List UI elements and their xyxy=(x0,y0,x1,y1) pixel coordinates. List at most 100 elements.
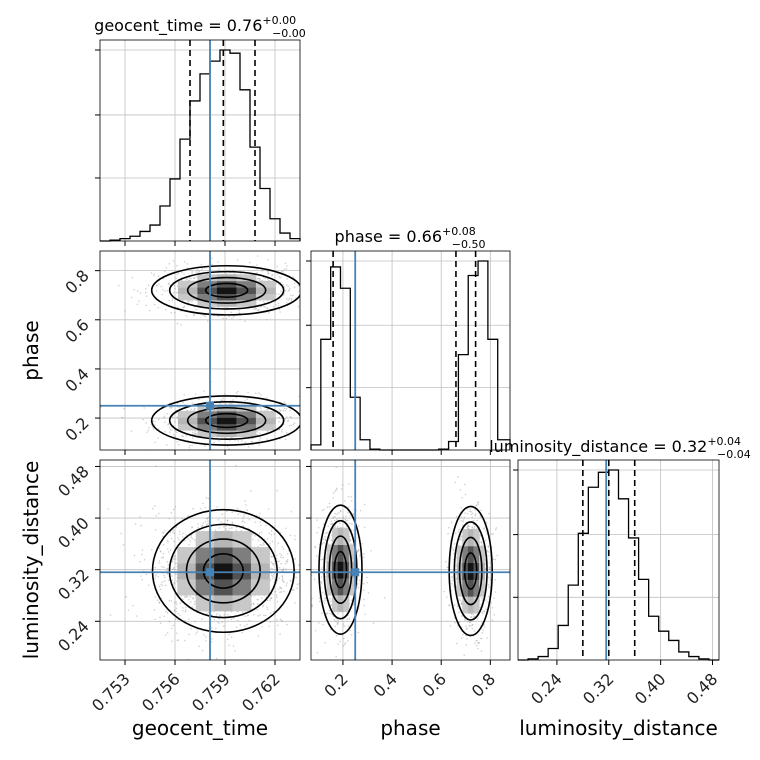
sample-point xyxy=(292,276,295,279)
sample-point xyxy=(133,289,135,291)
sample-point xyxy=(285,284,288,286)
sample-point xyxy=(294,601,296,604)
sample-point xyxy=(491,606,494,609)
sample-point xyxy=(282,283,285,286)
density-bin xyxy=(236,299,257,307)
sample-point xyxy=(162,531,164,533)
sample-point xyxy=(324,443,326,445)
sample-point xyxy=(147,429,150,432)
sample-point xyxy=(278,566,281,569)
sample-point xyxy=(323,593,326,595)
sample-point xyxy=(202,502,204,505)
sample-point xyxy=(466,620,469,623)
y-tick-label: 0.48 xyxy=(54,462,93,501)
sample-point xyxy=(484,599,487,601)
sample-point xyxy=(270,597,273,599)
sample-point xyxy=(456,605,459,608)
sample-point xyxy=(289,415,292,418)
x-tick-label: 0.40 xyxy=(631,669,670,708)
sample-point xyxy=(472,613,474,616)
sample-point xyxy=(185,594,187,597)
sample-point xyxy=(228,448,230,450)
sample-point xyxy=(322,523,325,525)
sample-point xyxy=(334,526,336,528)
sample-point xyxy=(477,503,479,505)
sample-point xyxy=(363,598,365,601)
sample-point xyxy=(201,268,203,270)
sample-point xyxy=(124,310,126,312)
sample-point xyxy=(225,525,227,527)
sample-point xyxy=(274,301,276,303)
sample-point xyxy=(265,397,268,399)
sample-point xyxy=(151,548,153,551)
sample-point xyxy=(357,631,360,634)
sample-point xyxy=(323,602,326,605)
sample-point xyxy=(453,543,456,545)
sample-point xyxy=(477,647,479,650)
sample-point xyxy=(189,277,192,280)
sample-point xyxy=(193,538,196,541)
sample-point xyxy=(279,591,281,594)
sample-point xyxy=(279,410,281,413)
sample-point xyxy=(197,523,199,525)
sample-point xyxy=(172,260,175,262)
sample-point xyxy=(166,289,169,292)
sample-point xyxy=(237,507,239,510)
sample-point xyxy=(155,290,158,292)
sample-point xyxy=(466,508,469,510)
sample-point xyxy=(225,529,227,532)
sample-point xyxy=(244,400,246,402)
sample-point xyxy=(285,416,288,418)
sample-point xyxy=(259,279,261,281)
sample-point xyxy=(303,594,305,596)
sample-point xyxy=(345,520,347,522)
density-bin xyxy=(473,529,480,547)
density-bin xyxy=(197,280,218,288)
sample-point xyxy=(256,434,259,436)
title-main: geocent_time = 0.76 xyxy=(94,16,262,36)
sample-point xyxy=(148,426,150,429)
sample-point xyxy=(188,618,190,621)
sample-point xyxy=(164,309,167,311)
sample-point xyxy=(301,611,303,613)
sample-point xyxy=(283,268,286,270)
sample-point xyxy=(190,534,192,537)
truth-marker xyxy=(206,401,214,410)
sample-point xyxy=(226,519,229,522)
sample-point xyxy=(347,495,350,498)
sample-point xyxy=(460,615,463,617)
density-bin xyxy=(214,547,234,564)
sample-point xyxy=(349,629,351,632)
sample-point xyxy=(154,577,156,580)
sample-point xyxy=(161,556,163,559)
sample-point xyxy=(366,662,368,664)
sample-point xyxy=(454,481,457,484)
sample-point xyxy=(285,568,287,570)
sample-point xyxy=(139,560,141,563)
density-bin xyxy=(467,545,474,564)
sample-point xyxy=(331,522,334,525)
sample-point xyxy=(173,556,175,558)
sample-point xyxy=(159,588,162,591)
sample-point xyxy=(134,523,137,525)
sample-point xyxy=(158,602,161,604)
sample-point xyxy=(218,622,221,625)
sample-point xyxy=(474,508,477,511)
sample-point xyxy=(191,270,193,273)
sample-point xyxy=(487,551,490,553)
sample-point xyxy=(259,544,262,546)
sample-point xyxy=(171,575,173,577)
sample-point xyxy=(164,430,166,433)
sample-point xyxy=(162,543,165,546)
density-bin xyxy=(343,594,350,613)
sample-point xyxy=(277,588,280,591)
sample-point xyxy=(446,566,449,568)
density-bin xyxy=(236,404,257,412)
sample-point xyxy=(216,621,219,624)
sample-point xyxy=(302,426,304,428)
sample-point xyxy=(276,489,279,492)
sample-point xyxy=(312,440,314,442)
sample-point xyxy=(193,408,196,411)
density-bin xyxy=(195,547,215,564)
sample-point xyxy=(171,416,174,419)
